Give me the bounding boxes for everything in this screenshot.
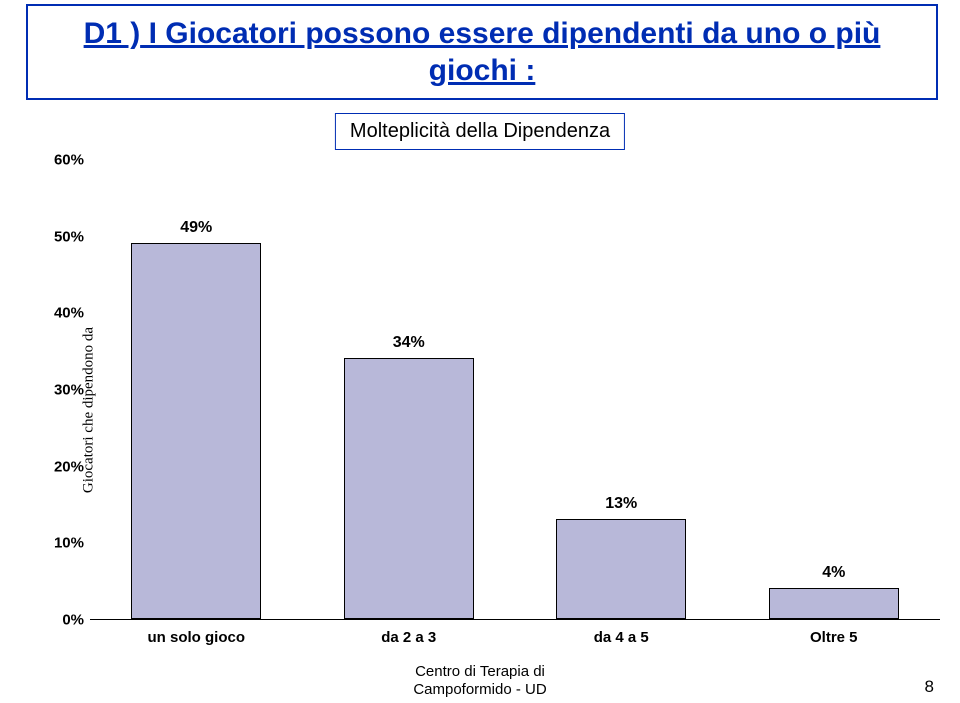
x-tick-label: da 4 a 5 <box>594 629 649 646</box>
bar-value-label: 4% <box>822 564 845 582</box>
bar <box>344 358 474 619</box>
bar-chart: Giocatori che dipendono da 60%50%40%30%2… <box>0 150 960 670</box>
x-tick-label: da 2 a 3 <box>381 629 436 646</box>
page-title: D1 ) I Giocatori possono essere dipenden… <box>48 15 916 90</box>
bar <box>769 588 899 619</box>
y-tick-label: 30% <box>40 382 84 399</box>
title-body: I Giocatori possono essere dipendenti da… <box>140 17 880 88</box>
bar <box>131 243 261 619</box>
title-prefix: D1 ) <box>84 17 141 50</box>
x-tick-label: un solo gioco <box>148 629 246 646</box>
plot-area: 60%50%40%30%20%10%0%49%un solo gioco34%d… <box>90 160 940 620</box>
y-tick-label: 20% <box>40 458 84 475</box>
page-number: 8 <box>925 677 934 697</box>
bar-value-label: 49% <box>180 219 212 237</box>
bar-value-label: 34% <box>393 334 425 352</box>
subtitle-box: Molteplicità della Dipendenza <box>335 113 625 150</box>
bar-slot: 34%da 2 a 3 <box>303 160 516 619</box>
bar-slot: 4%Oltre 5 <box>728 160 941 619</box>
bar <box>556 519 686 619</box>
footer-line2: Campoformido - UD <box>413 681 546 699</box>
subtitle-text: Molteplicità della Dipendenza <box>350 120 610 142</box>
y-tick-label: 50% <box>40 228 84 245</box>
x-tick-label: Oltre 5 <box>810 629 858 646</box>
bar-value-label: 13% <box>605 495 637 513</box>
footer-line1: Centro di Terapia di <box>413 663 546 681</box>
y-tick-label: 10% <box>40 535 84 552</box>
y-tick-label: 40% <box>40 305 84 322</box>
y-tick-label: 0% <box>40 612 84 629</box>
y-tick-label: 60% <box>40 152 84 169</box>
title-box: D1 ) I Giocatori possono essere dipenden… <box>26 4 938 100</box>
bar-slot: 13%da 4 a 5 <box>515 160 728 619</box>
footer-center: Centro di Terapia di Campoformido - UD <box>413 663 546 699</box>
bar-slot: 49%un solo gioco <box>90 160 303 619</box>
